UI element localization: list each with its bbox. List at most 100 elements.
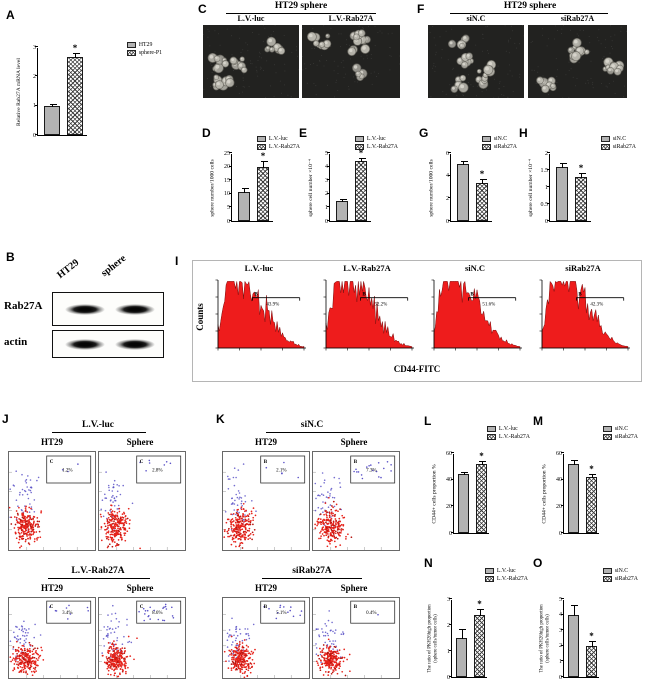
panel-k-group2-title: siRab27A <box>292 566 332 576</box>
y-tick-label: 0 <box>449 530 452 537</box>
error-bar <box>339 198 347 202</box>
error-bar <box>479 461 486 465</box>
svg-text:42.3%: 42.3% <box>590 303 603 308</box>
y-tick-label: 2 <box>559 643 562 650</box>
legend: L.V.-luc L.V.-Rab27A <box>484 568 528 582</box>
western-blot-rab27a <box>52 292 164 326</box>
flow-histogram-sinc: B 51.6% <box>426 276 524 358</box>
y-tick-mark <box>448 152 451 153</box>
microscopy-image-sirab27a <box>528 25 628 99</box>
scatter-sirab27a-ht29: B 5.1% <box>222 597 310 679</box>
panel-l-label: L <box>424 414 432 428</box>
legend-item: sphere-P1 <box>126 50 162 56</box>
y-axis-label: sphere cell number ×10⁻⁴ <box>307 159 314 217</box>
y-tick-label: 0 <box>325 218 328 225</box>
significance-star: * <box>479 169 485 180</box>
y-tick-label: 25 <box>224 150 230 157</box>
error-bar <box>571 605 578 616</box>
legend-item: L.V.-luc <box>354 136 398 142</box>
bar: * <box>586 465 597 533</box>
bar <box>456 628 467 677</box>
y-tick-mark <box>229 165 232 167</box>
plot-area: 0 1 2 3 * <box>447 597 487 681</box>
significance-star: * <box>578 163 584 174</box>
svg-text:B: B <box>362 293 366 298</box>
bar: * <box>257 152 269 221</box>
histogram-title-sinc: siN.C <box>464 263 486 273</box>
legend-item: siRab27A <box>600 144 636 150</box>
error-bar <box>358 157 366 163</box>
y-axis-label: CD44+ cells proportion % <box>431 464 438 524</box>
panel-h-bar-chart: sphere cell number ×10⁻⁴ 0 0.5 1 1.5 2 * siN.C s… <box>526 132 638 225</box>
error-bar <box>571 459 578 465</box>
scatter-sirab27a-sphere: B 0.4% <box>312 597 400 679</box>
western-blot-actin <box>52 330 164 358</box>
y-tick-mark <box>561 505 564 507</box>
y-axis-label: The ratio of PKH26high proportion (spher… <box>538 604 550 674</box>
blot-lane-label-sphere: sphere <box>99 252 129 279</box>
plot-area: 0 1 2 3 4 5 * <box>559 597 599 681</box>
y-axis-label: Relative Rab27A mRNA level <box>15 58 22 126</box>
panel-d-bar-chart: sphere number/1000 cells 0 5 10 15 20 25 * L.V.-… <box>208 132 302 225</box>
panel-c-title: HT29 sphere <box>274 1 328 11</box>
y-axis-label: sphere number/1000 cells <box>209 159 216 217</box>
svg-text:C: C <box>140 605 144 610</box>
y-tick-label: 1 <box>33 103 36 110</box>
legend-swatch <box>602 434 612 440</box>
legend-item: L.V.-luc <box>484 568 528 574</box>
panel-j-label: J <box>2 412 9 426</box>
y-tick-mark <box>229 206 232 208</box>
svg-text:C: C <box>140 460 144 465</box>
panel-j-group2-line <box>48 578 150 579</box>
svg-text:B: B <box>254 293 258 298</box>
error-bar <box>589 641 596 647</box>
legend-swatch <box>486 434 496 440</box>
microscopy-image-lvrab27a <box>301 25 401 98</box>
blot-band <box>65 339 105 350</box>
panel-j-group2-col2: Sphere <box>126 583 154 593</box>
y-tick-mark <box>448 197 451 199</box>
y-tick-mark <box>35 134 38 135</box>
y-tick-label: 2 <box>545 150 548 157</box>
svg-text:C: C <box>50 460 54 465</box>
histogram-title-lvrab27a: L.V.-Rab27A <box>343 263 391 273</box>
panel-k-label: K <box>216 412 225 426</box>
panel-n-bar-chart: The ratio of PKH26high proportion (spher… <box>427 566 530 681</box>
legend: siN.C siRab27A <box>600 136 636 150</box>
bar: * <box>575 164 587 221</box>
significance-star: * <box>260 151 266 162</box>
panel-k-group1-col2: Sphere <box>340 437 368 447</box>
bar: * <box>476 170 488 221</box>
panel-f-img2-label: siRab27A <box>560 14 595 23</box>
bar <box>458 471 469 533</box>
legend-item: siRab27A <box>602 434 638 440</box>
blot-band <box>115 304 155 315</box>
legend-swatch <box>602 576 612 582</box>
y-tick-label: 3 <box>559 627 562 634</box>
y-tick-mark <box>229 192 232 194</box>
blot-row-label-rab27a: Rab27A <box>4 300 43 312</box>
legend-item: siN.C <box>602 568 638 574</box>
legend-item: HT29 <box>126 42 162 48</box>
panel-f-title-line <box>450 13 608 14</box>
legend: HT29 sphere-P1 <box>126 42 162 56</box>
y-tick-mark <box>547 186 550 187</box>
panel-j-group1-col1: HT29 <box>40 437 63 447</box>
panel-k-group2-col2: Sphere <box>340 583 368 593</box>
plot-area: 0 0.5 1 1.5 2 * <box>541 151 591 225</box>
y-tick-label: 5 <box>227 204 230 211</box>
blot-band <box>65 304 105 315</box>
y-tick-label: 0 <box>33 132 36 139</box>
y-tick-label: 0 <box>559 530 562 537</box>
y-tick-mark <box>547 169 550 170</box>
svg-text:51.6%: 51.6% <box>482 303 495 308</box>
svg-text:43.9%: 43.9% <box>266 303 279 308</box>
svg-text:2.8%: 2.8% <box>152 469 162 474</box>
svg-text:5.1%: 5.1% <box>276 611 286 616</box>
scatter-lvrab27a-ht29: C 3.4% <box>8 597 96 679</box>
legend: siN.C siRab27A <box>602 426 638 440</box>
bar: * <box>67 43 83 135</box>
blot-lane-label-ht29: HT29 <box>55 257 82 281</box>
legend-swatch <box>600 144 610 150</box>
